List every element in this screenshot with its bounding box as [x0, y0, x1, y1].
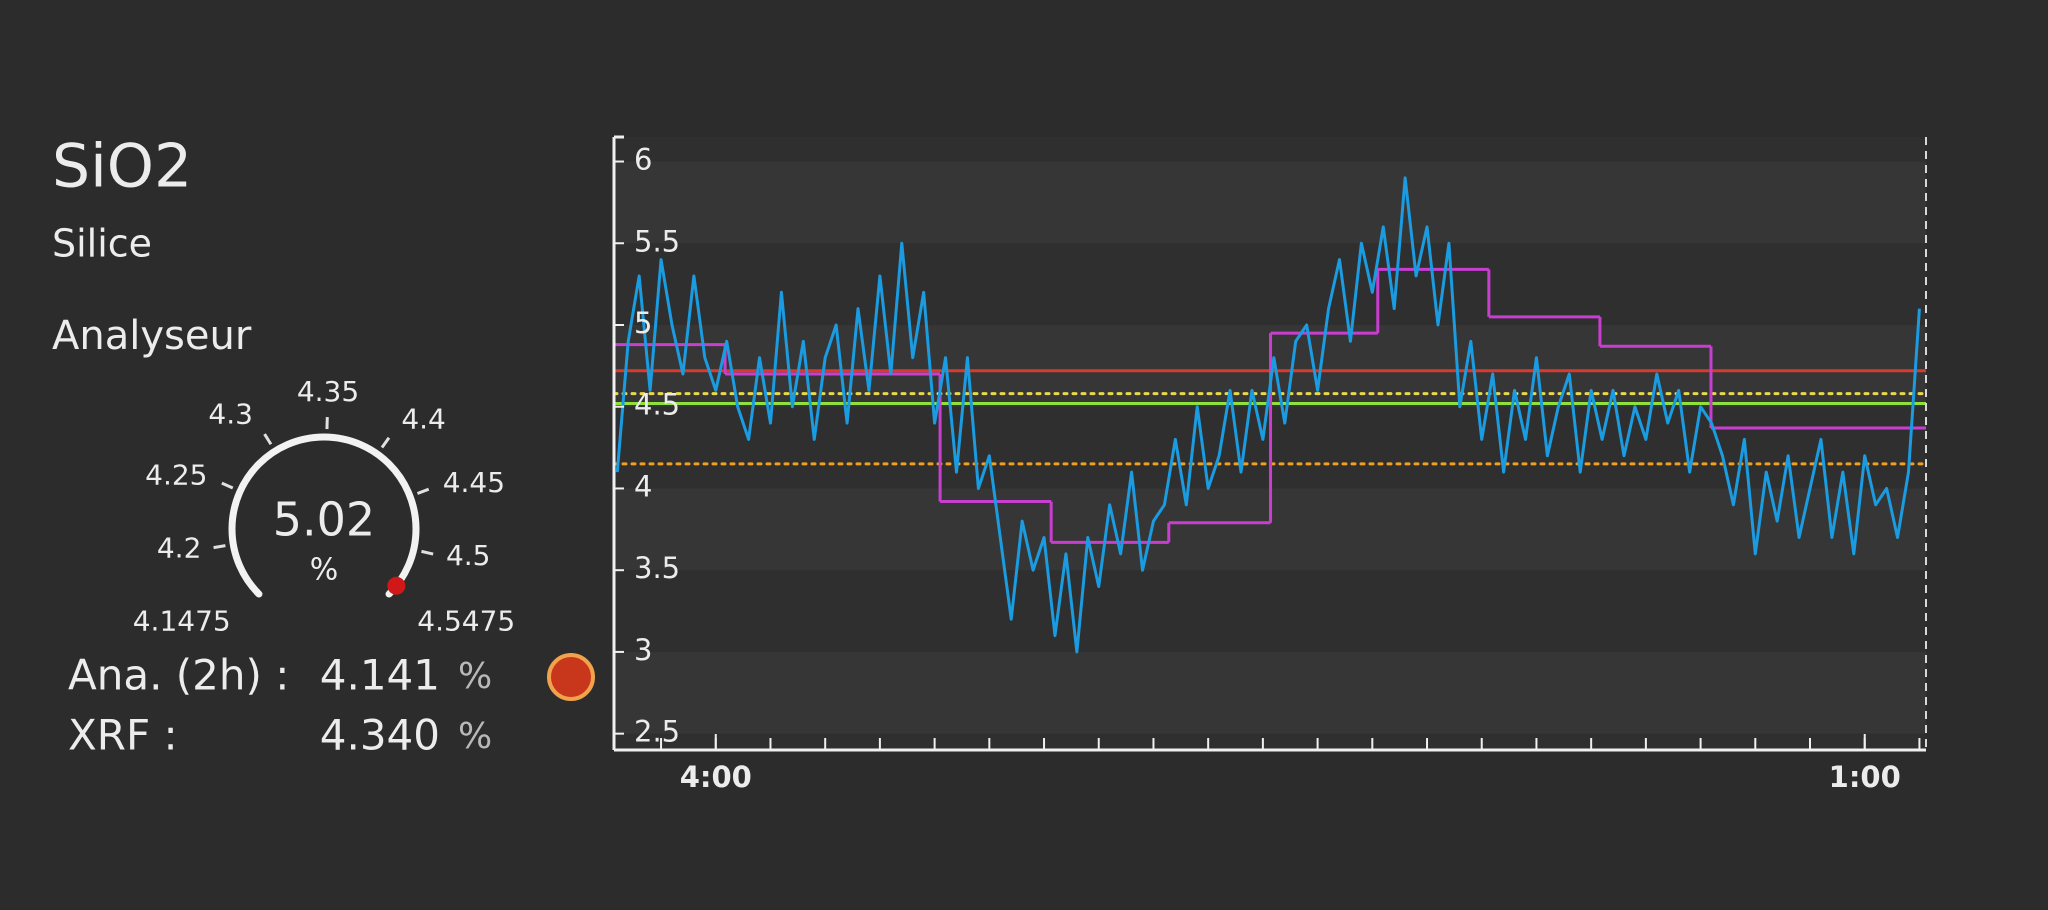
gauge-tick-label: 4.3	[208, 398, 253, 431]
gauge-tick	[213, 544, 226, 550]
y-tick-label: 6	[634, 143, 652, 177]
data-line	[615, 176, 1921, 654]
gauge-unit: %	[310, 553, 339, 588]
gauge: 4.1475 4.2 4.254.3 4.35 4.4 4.45 4.5 4.5475 5.02…	[133, 375, 516, 637]
y-tick-label: 4.5	[634, 388, 680, 422]
title: SiO2	[52, 132, 192, 202]
y-tick-label: 4	[634, 469, 652, 503]
status-indicator	[547, 653, 595, 701]
reading-label: Ana. (2h) :	[68, 651, 289, 700]
reading-unit: %	[458, 656, 492, 697]
y-tick-label: 5	[634, 306, 652, 340]
gauge-tick-label: 4.25	[145, 459, 207, 492]
gauge-tick-label: 4.4	[401, 402, 446, 435]
gauge-tick-label: 4.5	[446, 539, 491, 572]
gauge-tick-label: 4.5475	[417, 604, 515, 637]
gauge-tick-label: 4.45	[443, 466, 505, 499]
gauge-tick	[421, 549, 434, 556]
y-tick-label: 3.5	[634, 551, 680, 585]
gauge-arc	[228, 433, 420, 598]
subtitle: Silice	[52, 222, 152, 266]
gauge-tick	[380, 436, 391, 449]
x-tick-label: 1:00	[1829, 760, 1901, 794]
section-label: Analyseur	[52, 313, 252, 359]
plot-band	[614, 161, 1926, 244]
gauge-alarm-marker	[387, 576, 406, 595]
reading-value: 4.141	[320, 651, 440, 700]
plot-band	[614, 651, 1926, 734]
x-tick-label: 4:00	[680, 760, 752, 794]
y-tick-label: 2.5	[634, 715, 680, 749]
reading-label: XRF :	[68, 711, 178, 760]
gauge-value: 5.02	[273, 493, 375, 547]
gauge-tick	[263, 433, 273, 446]
gauge-tick	[221, 481, 234, 490]
y-tick-label: 5.5	[634, 224, 680, 258]
reading-value: 4.340	[320, 711, 440, 760]
gauge-tick-label: 4.1475	[133, 604, 231, 637]
y-tick-label: 3	[634, 633, 652, 667]
gauge-tick	[416, 487, 430, 495]
gauge-tick-label: 4.35	[297, 375, 359, 408]
reading-unit: %	[458, 716, 492, 757]
gauge-tick-label: 4.2	[157, 532, 202, 565]
trend-chart: 2.5 3 3.5 4 4.5 5 5.5 6 4:00 1:00	[612, 135, 1928, 794]
